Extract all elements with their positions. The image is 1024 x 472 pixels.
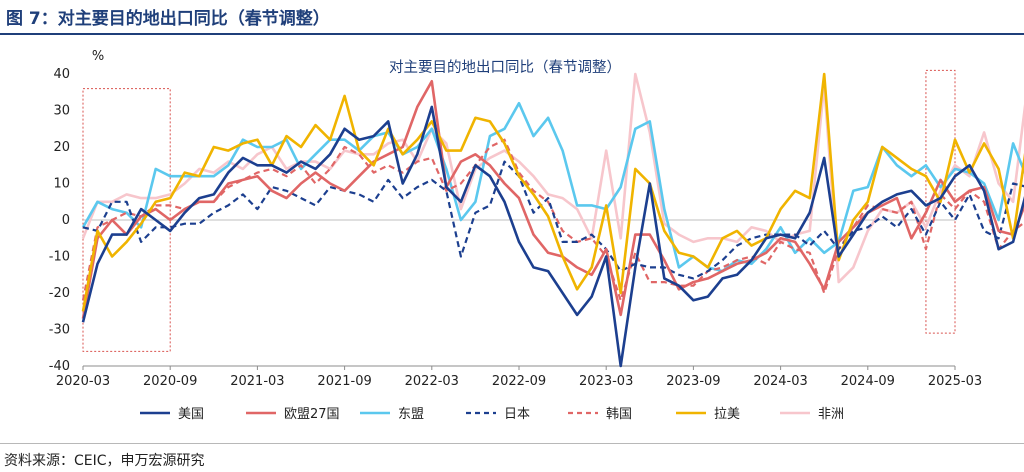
x-tick-label: 2020-03 xyxy=(56,374,110,389)
chart-axes: -40 -30 -20 -10 0 10 20 30 40 2020-03 2020-09 2021-… xyxy=(49,67,982,389)
x-tick-label: 2022-03 xyxy=(405,374,459,389)
series-line-欧盟27国 xyxy=(81,79,1024,319)
series-line-拉美 xyxy=(81,72,1024,312)
legend-label: 东盟 xyxy=(398,407,424,422)
y-tick-label: 30 xyxy=(53,104,70,119)
source-note: 资料来源：CEIC，申万宏源研究 xyxy=(4,453,205,469)
figure-title: 图 7：对主要目的地出口同比（春节调整） xyxy=(6,9,330,29)
export-yoy-line-chart: -40 -30 -20 -10 0 10 20 30 40 2020-03 2020-09 2021-… xyxy=(49,49,1024,422)
x-tick-label: 2024-09 xyxy=(841,374,895,389)
series-line-日本 xyxy=(82,160,1024,280)
x-tick-label: 2023-09 xyxy=(666,374,720,389)
y-tick-label: -10 xyxy=(49,250,70,265)
series-line-美国 xyxy=(81,105,1024,368)
x-tick-label: 2024-03 xyxy=(753,374,807,389)
legend-label: 日本 xyxy=(504,407,530,422)
y-tick-label: 10 xyxy=(53,177,70,192)
y-tick-label: 40 xyxy=(53,67,70,82)
x-tick-label: 2021-09 xyxy=(317,374,371,389)
legend-label: 拉美 xyxy=(714,407,740,422)
y-tick-label: 0 xyxy=(62,213,70,228)
y-tick-label: 20 xyxy=(53,140,70,155)
x-tick-label: 2023-03 xyxy=(579,374,633,389)
legend-label: 非洲 xyxy=(818,407,844,422)
y-tick-label: -40 xyxy=(49,359,70,374)
title-divider xyxy=(0,33,1024,35)
x-tick-label: 2022-09 xyxy=(492,374,546,389)
y-tick-label: -20 xyxy=(49,286,70,301)
y-axis-unit-label: % xyxy=(92,49,104,64)
chart-legend: 美国 欧盟27国 东盟 日本 韩国 拉美 非洲 xyxy=(140,407,844,422)
highlight-boxes xyxy=(82,69,956,352)
source-divider xyxy=(0,443,1024,444)
chart-title: 对主要目的地出口同比（春节调整） xyxy=(389,59,621,76)
legend-label: 韩国 xyxy=(606,407,632,422)
x-tick-label: 2021-03 xyxy=(230,374,284,389)
series-line-非洲 xyxy=(81,72,1024,284)
x-tick-label: 2025-03 xyxy=(928,374,982,389)
legend-label: 欧盟27国 xyxy=(284,407,340,422)
y-tick-label: -30 xyxy=(49,323,70,338)
legend-label: 美国 xyxy=(178,407,204,422)
chart-series xyxy=(81,72,1024,368)
x-tick-label: 2020-09 xyxy=(143,374,197,389)
